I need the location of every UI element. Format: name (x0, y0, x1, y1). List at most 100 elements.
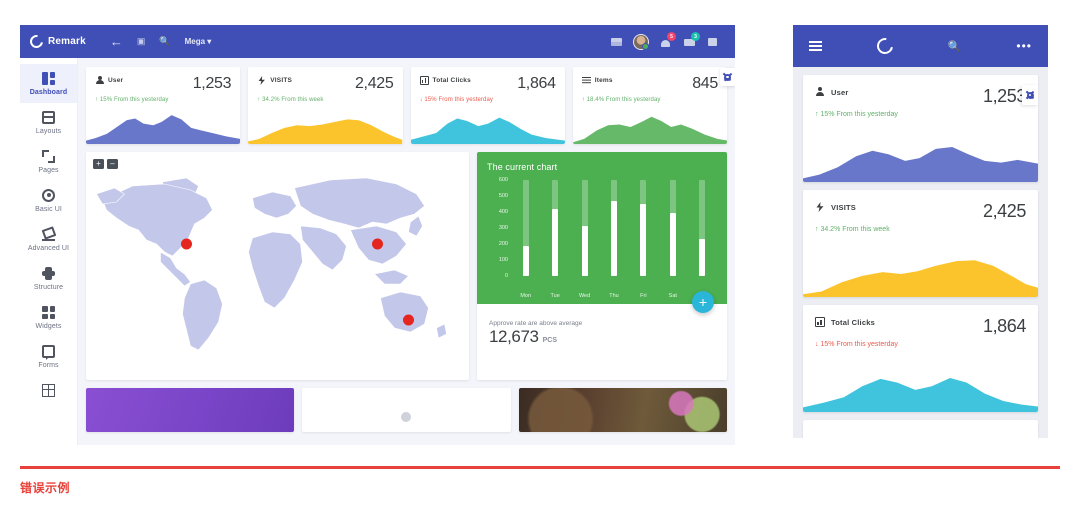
bar-mon (522, 180, 529, 276)
mobile-stat-card-user[interactable]: User 1,253 ↑ 15% From this yesterday (803, 75, 1038, 182)
stat-delta: ↑ 18.4% From this yesterday (581, 97, 661, 103)
bar-chart-icon (419, 76, 429, 85)
map-zoom-out-button[interactable]: – (107, 159, 118, 169)
x-tick: Tue (550, 293, 560, 299)
sidebar-item-dashboard[interactable]: Dashboard (20, 64, 77, 103)
stat-card-visits[interactable]: VISITS 2,425 ↑ 34.2% From this week (248, 67, 403, 144)
stat-label: Total Clicks (831, 317, 875, 327)
y-tick: 100 (498, 256, 508, 263)
notifications-button[interactable]: 5 (660, 32, 676, 48)
crescent-logo-icon (27, 32, 46, 51)
world-map-card[interactable]: + – (86, 152, 469, 380)
stat-card-total-clicks[interactable]: Total Clicks 1,864 ↓ 15% From this yeste… (410, 67, 565, 144)
sparkline-chart (248, 110, 403, 144)
sidebar-item-structure[interactable]: Structure (20, 259, 77, 298)
bar-sat (669, 180, 676, 276)
screen-icon[interactable] (708, 37, 717, 46)
sidebar-item-basic-ui[interactable]: Basic UI (20, 181, 77, 220)
promo-card-white[interactable] (302, 388, 511, 432)
messages-button[interactable]: 3 (684, 32, 700, 48)
promo-card-photo[interactable] (518, 388, 727, 432)
approve-rate-unit: PCS (542, 337, 558, 344)
sparkline-chart (803, 136, 1038, 182)
chart-title: The current chart (487, 162, 558, 172)
bottom-cards-row (86, 388, 727, 432)
settings-panel-tab[interactable] (720, 68, 735, 86)
stat-delta: ↓ 15% From this yesterday (815, 341, 898, 348)
gear-icon (724, 73, 731, 81)
bolt-icon (816, 202, 824, 212)
y-tick: 300 (498, 225, 508, 231)
stat-card-items[interactable]: Items 845 ↑ 18.4% From this yesterday (572, 67, 727, 144)
gear-icon (1026, 91, 1034, 99)
arrow-left-icon[interactable]: ← (109, 34, 123, 49)
sidebar-item-tables[interactable] (20, 376, 77, 408)
y-tick: 400 (498, 208, 508, 215)
list-icon (581, 76, 591, 85)
mobile-stat-card-total-clicks[interactable]: Total Clicks 1,864 ↓ 15% From this yeste… (803, 305, 1038, 412)
stat-delta: ↑ 15% From this yesterday (95, 97, 169, 103)
x-tick: Mon (520, 293, 532, 299)
stat-delta: ↓ 15% From this yesterday (419, 97, 494, 103)
brand[interactable]: Remark (27, 32, 86, 51)
dashboard-icon (42, 72, 55, 85)
forms-icon (42, 345, 55, 358)
sidebar-item-forms[interactable]: Forms (20, 337, 77, 376)
brand-name: Remark (48, 36, 86, 47)
grid-icon[interactable]: ▣ (136, 36, 146, 46)
flag-icon[interactable] (611, 37, 622, 46)
sidebar-item-widgets[interactable]: Widgets (20, 298, 77, 337)
sidebar-item-label: Basic UI (35, 206, 62, 213)
stat-card-user[interactable]: User 1,253 ↑ 15% From this yesterday (86, 67, 241, 144)
bell-badge: 5 (667, 32, 676, 41)
search-icon[interactable]: 🔍 (947, 40, 962, 53)
bar-fri (640, 180, 647, 276)
sparkline-chart (572, 110, 727, 144)
stat-label: VISITS (831, 202, 856, 212)
mobile-topbar: 🔍 ••• (793, 25, 1048, 67)
australia-marker (403, 314, 414, 326)
mega-menu-button[interactable]: Mega ▾ (184, 37, 212, 46)
world-map-svg (96, 177, 447, 351)
hamburger-menu-icon[interactable] (809, 41, 822, 51)
sidebar-item-layouts[interactable]: Layouts (20, 103, 77, 142)
mobile-stat-card-partial[interactable] (803, 420, 1038, 438)
promo-card-purple[interactable] (86, 388, 295, 432)
sidebar-item-advanced-ui[interactable]: Advanced UI (20, 220, 77, 259)
east-asia-marker (372, 238, 383, 250)
avatar[interactable] (633, 33, 649, 50)
stat-value: 2,425 (354, 75, 394, 92)
map-zoom-controls: + – (93, 159, 118, 169)
more-options-icon[interactable]: ••• (1016, 39, 1032, 53)
x-tick: Sat (668, 293, 677, 299)
puzzle-icon (42, 267, 55, 280)
approve-rate-value: 12,673 (489, 327, 539, 346)
sidebar-item-label: Structure (33, 284, 64, 291)
x-tick: Thu (609, 293, 619, 299)
mobile-stat-card-visits[interactable]: VISITS 2,425 ↑ 34.2% From this week (803, 190, 1038, 297)
sidebar-item-label: Advanced UI (27, 245, 70, 252)
current-chart-card[interactable]: The current chart 600 500 400 300 200 10… (477, 152, 727, 380)
crescent-logo-icon (873, 34, 897, 58)
envelope-icon (684, 39, 695, 46)
topbar-nav-icons: ← ▣ 🔍 Mega ▾ (110, 35, 211, 48)
bar-tue (552, 180, 559, 276)
coin-icon (399, 410, 414, 424)
sidebar-item-pages[interactable]: Pages (20, 142, 77, 181)
bar-series (511, 180, 717, 276)
stat-label: Total Clicks (432, 77, 471, 84)
sidebar-item-label: Dashboard (29, 89, 68, 96)
settings-panel-tab[interactable] (1022, 85, 1038, 105)
add-fab-button[interactable]: + (692, 291, 714, 313)
search-icon[interactable]: 🔍 (159, 36, 171, 46)
x-axis-labels: Mon Tue Wed Thu Fri Sat Sun (511, 293, 717, 299)
stat-delta: ↑ 15% From this yesterday (815, 111, 898, 118)
stat-label: Items (594, 77, 613, 84)
desktop-body: Dashboard Layouts Pages Basic UI Advance… (20, 58, 735, 445)
x-tick: Wed (578, 293, 591, 299)
bar-thu (610, 180, 617, 276)
pages-icon (42, 150, 55, 163)
stat-value: 1,864 (982, 316, 1026, 336)
map-zoom-in-button[interactable]: + (93, 159, 104, 169)
topbar-right-icons: 5 3 (611, 32, 725, 50)
